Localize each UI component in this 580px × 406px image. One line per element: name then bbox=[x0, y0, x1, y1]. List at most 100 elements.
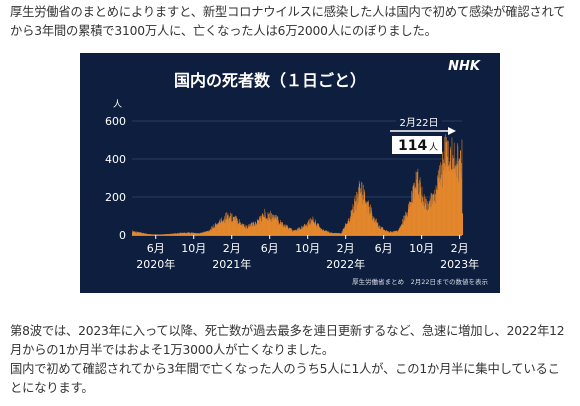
daily-death-bar bbox=[354, 198, 355, 235]
daily-death-bar bbox=[176, 233, 177, 235]
daily-death-bar bbox=[401, 224, 402, 235]
daily-death-bar bbox=[264, 212, 266, 235]
daily-death-bar bbox=[184, 232, 186, 235]
daily-death-bar bbox=[359, 194, 360, 235]
daily-death-bar bbox=[374, 221, 376, 235]
daily-death-bar bbox=[221, 220, 222, 235]
daily-death-bar bbox=[399, 226, 401, 235]
daily-death-bar bbox=[343, 228, 345, 235]
daily-death-bar bbox=[140, 232, 141, 235]
daily-death-bar bbox=[317, 223, 319, 235]
daily-death-bar bbox=[272, 221, 273, 235]
daily-death-bar bbox=[202, 233, 204, 235]
daily-death-bar bbox=[405, 221, 406, 235]
daily-death-bar bbox=[337, 233, 338, 235]
daily-death-bar bbox=[207, 231, 208, 235]
daily-death-bar bbox=[146, 233, 147, 235]
daily-death-bar bbox=[274, 215, 276, 235]
daily-death-bar bbox=[172, 233, 174, 235]
daily-death-bar bbox=[429, 198, 431, 235]
daily-death-bar bbox=[222, 222, 223, 235]
daily-death-bar bbox=[306, 225, 307, 235]
daily-death-bar bbox=[232, 216, 234, 235]
daily-death-bar bbox=[270, 219, 272, 235]
daily-death-bar bbox=[396, 230, 397, 235]
daily-death-bar bbox=[303, 228, 304, 235]
daily-death-bar bbox=[391, 232, 392, 235]
daily-death-bar bbox=[174, 233, 175, 235]
daily-death-bar bbox=[388, 232, 390, 235]
daily-death-bar bbox=[256, 225, 257, 235]
daily-death-bar bbox=[346, 223, 347, 235]
daily-death-bar bbox=[368, 207, 370, 235]
daily-death-bar bbox=[235, 215, 236, 235]
daily-death-bar bbox=[436, 189, 437, 235]
daily-death-bar bbox=[322, 230, 323, 235]
year-label: 2021年 bbox=[212, 257, 251, 271]
daily-death-bar bbox=[232, 221, 234, 235]
daily-death-bar bbox=[316, 226, 317, 235]
daily-death-bar bbox=[407, 209, 409, 235]
daily-death-bar bbox=[334, 233, 336, 235]
daily-death-bar bbox=[262, 216, 264, 235]
daily-death-bar bbox=[197, 233, 199, 235]
daily-death-bar bbox=[242, 223, 244, 235]
daily-death-bar bbox=[362, 198, 364, 235]
daily-death-bar bbox=[247, 228, 248, 235]
daily-death-bar bbox=[362, 204, 363, 235]
daily-death-bar bbox=[207, 231, 209, 235]
annotation-unit: 人 bbox=[429, 142, 438, 153]
daily-death-bar bbox=[336, 232, 337, 235]
daily-death-bar bbox=[288, 228, 290, 235]
daily-death-bar bbox=[391, 231, 393, 235]
daily-death-bar bbox=[336, 233, 338, 235]
daily-death-bar bbox=[334, 233, 335, 235]
daily-death-bar bbox=[426, 198, 427, 235]
daily-death-bar bbox=[202, 232, 204, 235]
daily-death-bar bbox=[204, 232, 205, 235]
daily-death-bar bbox=[287, 225, 288, 235]
daily-death-bar bbox=[313, 222, 315, 235]
daily-death-bar bbox=[143, 233, 145, 235]
daily-death-bar bbox=[444, 170, 446, 235]
daily-death-bar bbox=[156, 234, 157, 235]
daily-death-bar bbox=[304, 224, 306, 235]
daily-death-bar bbox=[136, 232, 137, 235]
daily-death-bar bbox=[217, 223, 219, 235]
daily-death-bar bbox=[286, 226, 287, 235]
daily-death-bar bbox=[144, 233, 146, 235]
daily-death-bar bbox=[132, 230, 133, 235]
daily-death-bar bbox=[297, 229, 299, 235]
daily-death-bar bbox=[230, 215, 231, 235]
daily-death-bar bbox=[382, 228, 383, 235]
daily-death-bar bbox=[392, 232, 394, 235]
daily-death-bar bbox=[262, 213, 263, 235]
daily-death-bar bbox=[314, 224, 315, 235]
daily-death-bar bbox=[356, 192, 357, 235]
year-label: 2020年 bbox=[136, 257, 175, 271]
daily-death-bar bbox=[134, 231, 136, 235]
daily-death-bar bbox=[387, 231, 389, 235]
daily-death-bar bbox=[279, 224, 281, 235]
daily-death-bar bbox=[408, 203, 409, 235]
daily-death-bar bbox=[338, 233, 340, 235]
daily-death-bar bbox=[307, 223, 309, 235]
daily-death-bar bbox=[450, 149, 451, 235]
daily-death-bar bbox=[216, 223, 217, 235]
x-tick-label: 6月 bbox=[261, 242, 279, 255]
annotation-value: 114 bbox=[398, 138, 427, 154]
daily-death-bar bbox=[356, 191, 358, 235]
daily-death-bar bbox=[420, 181, 421, 235]
daily-death-bar bbox=[146, 233, 147, 235]
daily-death-bar bbox=[303, 226, 305, 235]
daily-death-bar bbox=[263, 217, 264, 235]
daily-death-bar bbox=[247, 228, 248, 235]
daily-death-bar bbox=[440, 181, 442, 235]
daily-death-bar bbox=[175, 233, 176, 235]
daily-death-bar bbox=[170, 233, 171, 235]
daily-death-bar bbox=[460, 150, 461, 235]
daily-death-bar bbox=[187, 232, 188, 235]
daily-death-bar bbox=[422, 205, 424, 235]
daily-death-bar bbox=[439, 178, 441, 235]
daily-death-bar bbox=[424, 206, 425, 235]
